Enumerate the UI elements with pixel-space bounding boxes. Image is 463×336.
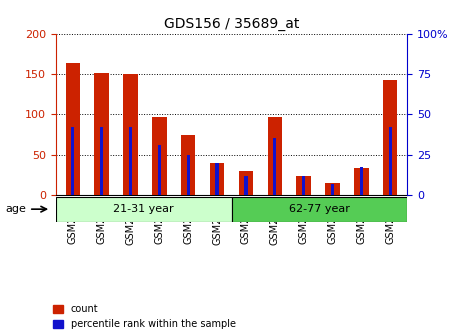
Bar [181, 135, 195, 195]
Bar [215, 163, 219, 195]
Bar [210, 163, 224, 195]
Bar [152, 118, 167, 195]
Bar [273, 138, 276, 195]
Bar [129, 127, 132, 195]
Bar [100, 127, 103, 195]
Bar [388, 127, 392, 195]
Text: age: age [6, 204, 26, 214]
Bar [158, 145, 161, 195]
Bar [325, 183, 340, 195]
Bar [331, 183, 334, 195]
Bar [296, 175, 311, 195]
Legend: count, percentile rank within the sample: count, percentile rank within the sample [51, 302, 238, 331]
Bar [360, 167, 363, 195]
Bar [239, 171, 253, 195]
Bar [232, 197, 407, 222]
Bar [123, 74, 138, 195]
Bar [383, 80, 397, 195]
Bar [66, 64, 80, 195]
Bar [354, 168, 369, 195]
Bar [268, 117, 282, 195]
Bar [56, 197, 232, 222]
Bar [94, 73, 109, 195]
Bar [71, 127, 75, 195]
Title: GDS156 / 35689_at: GDS156 / 35689_at [164, 17, 299, 31]
Text: 62-77 year: 62-77 year [289, 204, 350, 214]
Text: 21-31 year: 21-31 year [113, 204, 174, 214]
Bar [302, 175, 305, 195]
Bar [187, 155, 190, 195]
Bar [244, 175, 248, 195]
